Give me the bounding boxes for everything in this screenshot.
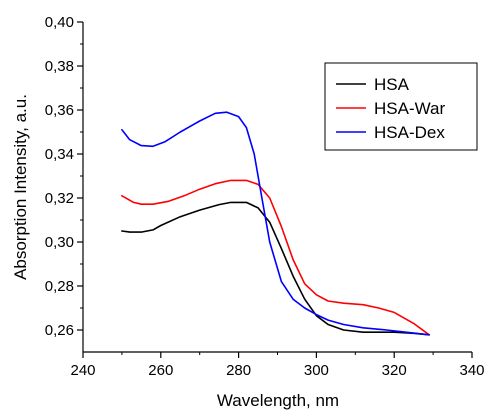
series-lines: [121, 111, 431, 336]
x-tick-label: 260: [148, 362, 173, 379]
y-tick-label: 0,38: [45, 58, 74, 75]
y-ticks: 0,26 0,28 0,30 0,32 0,34 0,36 0,38 0,40: [45, 14, 83, 339]
y-axis-label: Absorption Intensity, a.u.: [11, 94, 30, 280]
legend-box: [324, 62, 478, 151]
x-tick-label: 340: [459, 362, 484, 379]
y-tick-label: 0,40: [45, 14, 74, 31]
series-line-hsa-dex: [121, 111, 431, 336]
x-tick-label: 280: [226, 362, 251, 379]
plot-area: 0,260,280,300,320,340,360,380,40 240 260 2…: [45, 14, 485, 379]
series-line-hsa-war: [121, 179, 431, 336]
x-axis-label: Wavelength, nm: [217, 391, 339, 410]
legend-entries: HSA HSA-War HSA-Dex: [336, 75, 445, 142]
x-tick-label: 240: [70, 362, 95, 379]
series-line-hsa: [121, 201, 431, 336]
legend: HSA HSA-War HSA-Dex: [324, 62, 478, 151]
legend-label-hsa-dex: HSA-Dex: [374, 123, 445, 142]
x-tick-label: 320: [382, 362, 407, 379]
y-tick-label: 0,28: [45, 278, 74, 295]
y-tick-label: 0,30: [45, 234, 74, 251]
x-ticks: 240 260 280 300 320 340: [70, 352, 485, 379]
y-tick-label: 0,36: [45, 102, 74, 119]
y-tick-label: 0,26: [45, 322, 74, 339]
legend-label-hsa: HSA: [374, 75, 410, 94]
x-tick-label: 300: [304, 362, 329, 379]
y-tick-label: 0,34: [45, 146, 74, 163]
legend-label-hsa-war: HSA-War: [374, 99, 445, 118]
y-tick-label: 0,32: [45, 190, 74, 207]
